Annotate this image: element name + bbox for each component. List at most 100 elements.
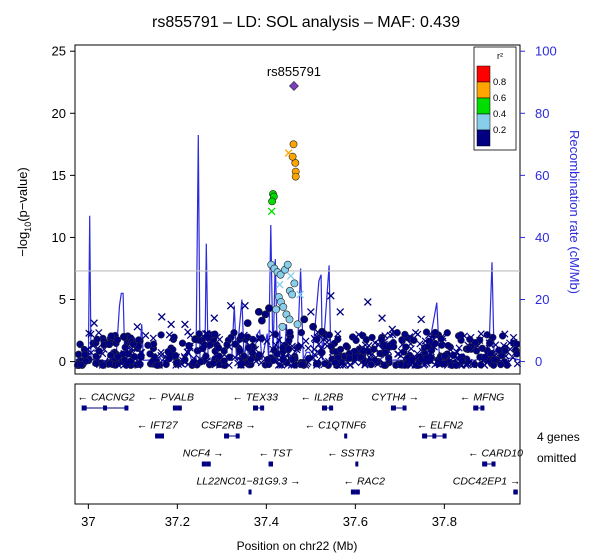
background-snp-point xyxy=(184,349,192,357)
background-snp-point xyxy=(304,344,312,352)
background-snp-point xyxy=(211,330,219,338)
background-snp-point xyxy=(99,361,107,369)
background-snp-point xyxy=(270,356,278,364)
background-snp-point xyxy=(355,331,363,339)
gene-exon xyxy=(160,433,164,439)
background-snp-point xyxy=(263,355,272,364)
snp-point xyxy=(309,322,317,331)
gene-label: ← RAC2 xyxy=(344,476,386,488)
gene-label: ← CACNG2 xyxy=(78,392,135,404)
background-snp-point xyxy=(290,361,298,369)
x-tick-label: 37.6 xyxy=(343,514,368,529)
background-snp-point xyxy=(411,329,420,337)
gene-exon xyxy=(422,433,428,439)
background-snp-point xyxy=(286,328,294,337)
background-snp-point xyxy=(487,349,495,357)
background-snp-point xyxy=(170,333,178,341)
background-snp-point xyxy=(370,345,378,353)
background-snp-point xyxy=(87,330,95,338)
background-snp-point xyxy=(351,358,359,366)
background-snp-point xyxy=(297,328,306,337)
background-snp-point xyxy=(247,355,255,363)
gene-exon xyxy=(172,405,178,411)
background-snp-point xyxy=(413,349,422,358)
background-snp-point xyxy=(362,336,370,344)
background-snp-point xyxy=(433,359,442,367)
y-axis-label: −log10(p−value) xyxy=(15,167,33,257)
background-snp-point xyxy=(113,336,122,344)
background-snp-point xyxy=(240,331,248,339)
background-snp-point xyxy=(165,353,173,361)
gene-label: ← SSTR3 xyxy=(327,448,374,460)
gene-label: ← ELFN2 xyxy=(417,420,463,432)
gene-label: ← TEX33 xyxy=(232,392,278,404)
background-snp-point xyxy=(181,358,189,366)
gene-track: ← CACNG2 ← PVALB ← TEX33 ← IL2RB CYTH4 → ← MF… xyxy=(74,383,580,505)
genes-omitted-note-line2: omitted xyxy=(537,451,576,465)
legend-swatch xyxy=(476,97,491,115)
background-snp-point xyxy=(327,342,335,351)
background-snp-point xyxy=(457,331,465,339)
gene-exon xyxy=(402,405,407,411)
background-snp-point xyxy=(325,331,333,339)
r2-legend: r² 0.8 0.6 0.4 0.2 xyxy=(473,46,517,151)
gene-label: CDC42EP1 → xyxy=(453,476,521,488)
y-axis-right: 0 20 40 60 80 100 xyxy=(520,44,557,369)
background-snp-point xyxy=(157,331,165,339)
snp-point xyxy=(191,335,200,344)
background-snp-point xyxy=(380,361,388,369)
snp-point xyxy=(286,272,295,280)
background-snp-point xyxy=(416,340,424,348)
gene-exon xyxy=(103,405,108,411)
background-snp-point xyxy=(114,361,122,369)
gene-exon xyxy=(81,405,87,411)
snp-point xyxy=(226,301,235,310)
snp-points xyxy=(90,140,426,349)
background-snp-point xyxy=(105,360,114,368)
gene-exon xyxy=(350,489,356,495)
background-snp-point xyxy=(339,361,347,369)
legend-swatch xyxy=(476,129,491,147)
background-snp-point xyxy=(361,361,369,369)
background-snp-point xyxy=(386,331,394,339)
background-snp-point xyxy=(455,344,463,352)
background-snp-point xyxy=(209,359,217,368)
background-snp-point xyxy=(271,330,280,339)
background-snp-point xyxy=(393,329,401,337)
background-snp-point xyxy=(313,359,321,368)
snp-point xyxy=(133,322,142,331)
snp-point xyxy=(296,290,305,299)
background-snp-point xyxy=(412,354,420,362)
snp-point xyxy=(267,207,276,216)
background-snp-point xyxy=(422,328,431,336)
background-snp-point xyxy=(255,334,263,342)
background-snp-point xyxy=(123,358,131,366)
gene-exon xyxy=(480,405,485,411)
gene-exon xyxy=(473,405,479,411)
gene-label: ← CARD10 xyxy=(468,448,523,460)
gene-label: CSF2RB → xyxy=(201,420,256,432)
background-snp-point xyxy=(240,352,248,360)
background-snp-point xyxy=(223,341,231,349)
gene-exon xyxy=(321,405,327,411)
gene-label: NCF4 → xyxy=(183,448,224,460)
background-snp-point xyxy=(492,341,500,349)
background-snp-point xyxy=(220,347,228,355)
gene-track-frame xyxy=(74,383,521,505)
x-tick-label: 37.2 xyxy=(165,514,190,529)
background-snp-point xyxy=(236,347,244,355)
gene-label: CYTH4 → xyxy=(371,392,419,404)
legend-title: r² xyxy=(497,51,503,61)
gene-exon xyxy=(491,461,496,467)
background-snp-point xyxy=(312,361,321,369)
x-tick-label: 37.4 xyxy=(254,514,279,529)
snp-point xyxy=(268,197,276,206)
background-snp-point xyxy=(402,343,410,351)
background-snp-point xyxy=(342,342,350,350)
snp-point xyxy=(90,319,98,327)
background-snp-point xyxy=(407,361,415,369)
background-snp-point xyxy=(465,345,473,353)
background-snp-point xyxy=(483,331,491,339)
snp-point xyxy=(279,303,288,311)
